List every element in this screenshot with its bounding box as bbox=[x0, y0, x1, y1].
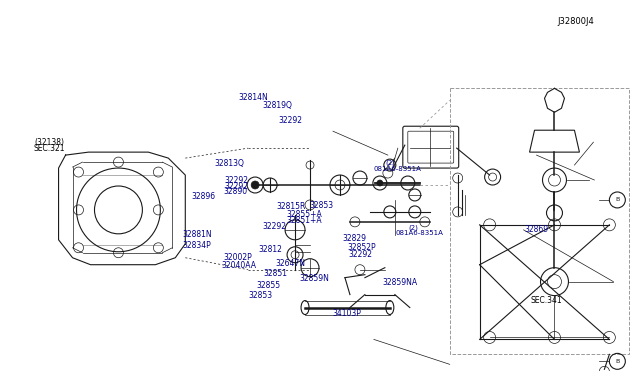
Text: 32292: 32292 bbox=[349, 250, 372, 259]
Text: 32851: 32851 bbox=[264, 269, 288, 278]
Circle shape bbox=[251, 181, 259, 189]
Text: 32647N: 32647N bbox=[275, 259, 305, 268]
Text: 32852P: 32852P bbox=[348, 243, 376, 251]
Text: 32814N: 32814N bbox=[238, 93, 268, 102]
Text: J32800J4: J32800J4 bbox=[557, 17, 595, 26]
Text: (2): (2) bbox=[408, 225, 418, 231]
Text: 32812: 32812 bbox=[258, 245, 282, 254]
Text: 32869: 32869 bbox=[524, 225, 548, 234]
Text: 32819Q: 32819Q bbox=[262, 101, 292, 110]
Text: 32851+A: 32851+A bbox=[287, 216, 323, 225]
Text: 32813Q: 32813Q bbox=[214, 159, 244, 168]
Text: 32292: 32292 bbox=[224, 182, 248, 190]
Text: 32853: 32853 bbox=[248, 291, 273, 300]
Text: 32859N: 32859N bbox=[300, 274, 330, 283]
Text: 32292: 32292 bbox=[278, 116, 303, 125]
Text: (32138): (32138) bbox=[34, 138, 64, 147]
Text: 32896: 32896 bbox=[191, 192, 215, 201]
Text: 32834P: 32834P bbox=[182, 241, 211, 250]
Text: 32292: 32292 bbox=[224, 176, 248, 185]
Text: (2): (2) bbox=[386, 160, 396, 166]
Text: 32002P: 32002P bbox=[223, 253, 252, 262]
Text: B: B bbox=[615, 359, 620, 364]
Text: 32040AA: 32040AA bbox=[221, 261, 256, 270]
Text: 32855: 32855 bbox=[256, 281, 280, 290]
Circle shape bbox=[247, 177, 263, 193]
Text: 32829: 32829 bbox=[342, 234, 366, 244]
Text: 081A6-8351A: 081A6-8351A bbox=[373, 166, 421, 171]
Text: SEC.341: SEC.341 bbox=[531, 296, 563, 305]
Text: 32890: 32890 bbox=[223, 187, 247, 196]
Text: 34103P: 34103P bbox=[333, 310, 362, 318]
Text: 32881N: 32881N bbox=[182, 230, 212, 240]
Text: B: B bbox=[615, 198, 620, 202]
Text: SEC.321: SEC.321 bbox=[34, 144, 65, 153]
Text: 32859NA: 32859NA bbox=[383, 278, 418, 287]
Text: 32815R: 32815R bbox=[276, 202, 306, 211]
Text: 32855+A: 32855+A bbox=[287, 211, 323, 219]
Text: 32292: 32292 bbox=[262, 221, 287, 231]
Text: 081A6-8351A: 081A6-8351A bbox=[396, 230, 444, 237]
Circle shape bbox=[377, 180, 383, 186]
Text: 32853: 32853 bbox=[310, 201, 334, 210]
Circle shape bbox=[488, 173, 497, 181]
